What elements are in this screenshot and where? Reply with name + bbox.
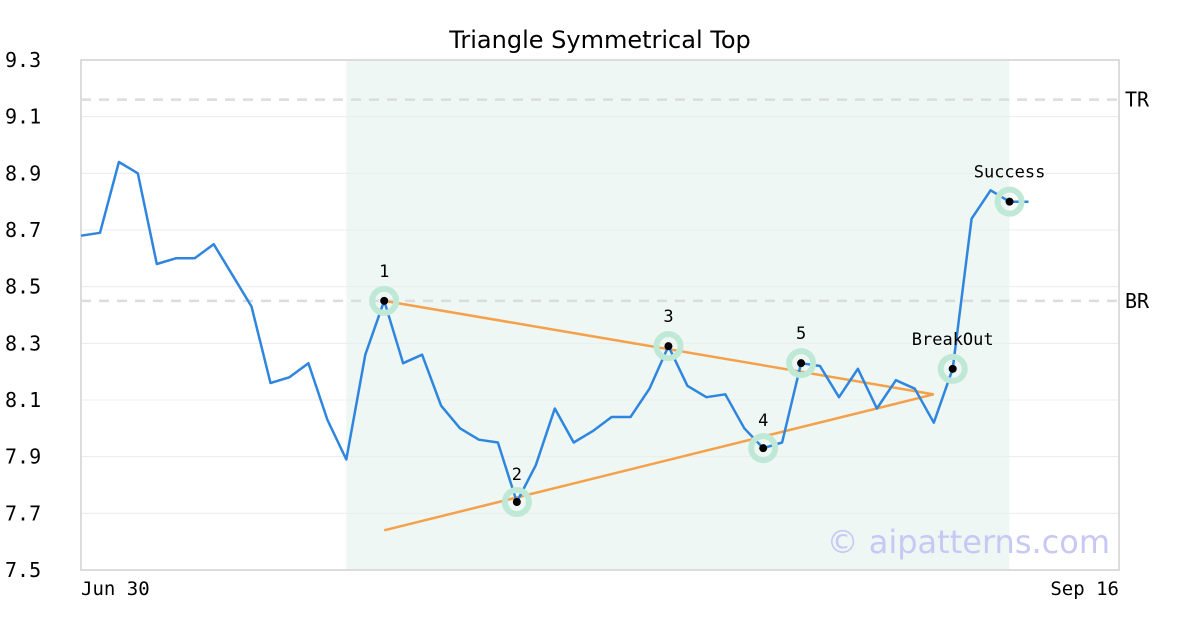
y-tick-label: 8.1 [5,388,41,412]
pattern-point-halo-5 [786,348,817,379]
pattern-zone [346,60,1010,570]
y-tick-label: 7.9 [5,445,41,469]
pattern-point-label-3: 3 [663,307,673,327]
pattern-point-label-2: 2 [512,465,522,485]
y-tick-label: 8.5 [5,275,41,299]
pattern-point-dot-1 [380,296,389,305]
pattern-point-dot-2 [512,498,521,506]
price-line [80,160,1029,504]
pattern-point-label-breakout: BreakOut [912,330,994,350]
pattern-point-halo-2 [501,487,532,517]
pattern-point-label-success: Success [974,163,1046,183]
pattern-point-dot-3 [664,342,673,351]
y-tick-label: 9.1 [5,105,41,129]
y-tick-label: 9.3 [5,48,41,72]
lower-trend-line [383,393,935,532]
pattern-point-halo-1 [369,285,400,316]
reference-label-br: BR [1125,289,1150,313]
pattern-point-dot-5 [797,359,806,368]
x-tick-end: Sep 16 [1050,578,1119,600]
watermark-text: © aipatterns.com [827,523,1110,561]
plot-area: 9.3 9.1 8.9 8.7 8.5 8.3 8.1 7.9 7.7 7.5 TR BR Jun 30… [5,48,1150,600]
pattern-point-label-4: 4 [758,411,768,431]
y-tick-label: 8.3 [5,331,41,355]
chart-title: Triangle Symmetrical Top [448,26,751,54]
x-tick-start: Jun 30 [81,578,150,600]
y-tick-label: 8.7 [5,218,41,242]
y-tick-label: 7.7 [5,501,41,525]
reference-label-tr: TR [1125,88,1150,112]
pattern-point-halo-3 [653,331,684,362]
pattern-point-label-1: 1 [379,262,389,282]
pattern-point-dot-4 [759,444,768,453]
y-tick-label: 7.5 [5,558,41,582]
pattern-point-halo-breakout [937,353,968,384]
pattern-point-label-5: 5 [796,324,806,344]
pattern-point-dot-breakout [948,364,957,373]
plot-frame [80,59,1120,571]
pattern-point-halo-4 [748,433,779,464]
pattern-point-halo-success [994,186,1025,217]
y-tick-label: 8.9 [5,161,41,185]
pattern-point-dot-success [1005,197,1014,206]
